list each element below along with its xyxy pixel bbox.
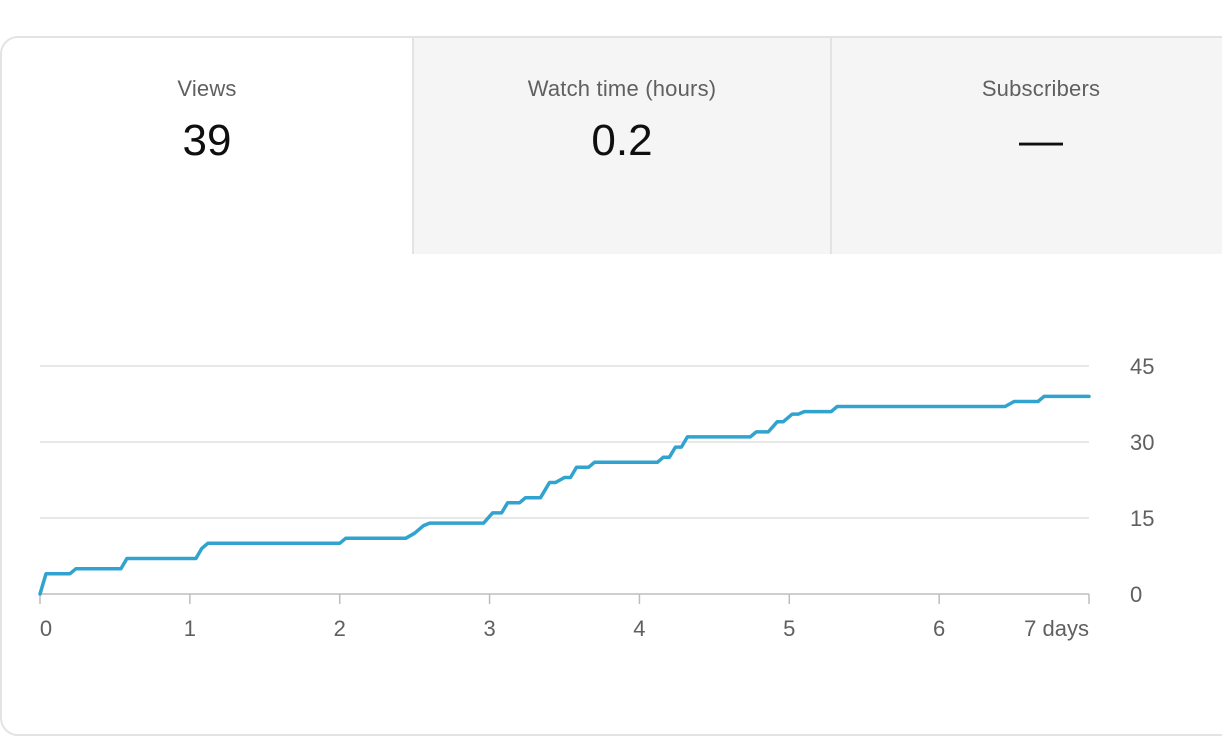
y-tick-label-0: 0: [1130, 582, 1142, 607]
x-tick-label-3: 3: [483, 616, 495, 641]
y-tick-label-30: 30: [1130, 430, 1154, 455]
x-tick-label-1: 1: [184, 616, 196, 641]
x-tick-label-7: 7 days: [1024, 616, 1089, 641]
x-tick-label-5: 5: [783, 616, 795, 641]
metric-tabs: Views 39 Watch time (hours) 0.2 Subscrib…: [2, 38, 1222, 254]
tab-views-label: Views: [177, 76, 237, 101]
analytics-card: Views 39 Watch time (hours) 0.2 Subscrib…: [0, 36, 1222, 736]
tab-subscribers-value: —: [1019, 116, 1063, 165]
tab-watch-time-label: Watch time (hours): [527, 76, 717, 101]
y-tick-label-15: 15: [1130, 506, 1154, 531]
tab-watch-time-value: 0.2: [591, 116, 653, 165]
x-tick-label-4: 4: [633, 616, 645, 641]
x-tick-label-6: 6: [933, 616, 945, 641]
tab-subscribers-label: Subscribers: [981, 76, 1101, 101]
tab-views[interactable]: Views 39: [2, 38, 412, 254]
x-tick-label-2: 2: [334, 616, 346, 641]
views-chart: 0 15 30 45 0 1 2 3 4 5 6 7 days: [38, 354, 1154, 641]
y-tick-label-45: 45: [1130, 354, 1154, 379]
tab-views-value: 39: [182, 116, 232, 165]
x-tick-label-0: 0: [40, 616, 52, 641]
series-line-0: [38, 394, 1091, 596]
tab-watch-time[interactable]: Watch time (hours) 0.2: [412, 38, 830, 254]
tab-subscribers[interactable]: Subscribers —: [830, 38, 1222, 254]
